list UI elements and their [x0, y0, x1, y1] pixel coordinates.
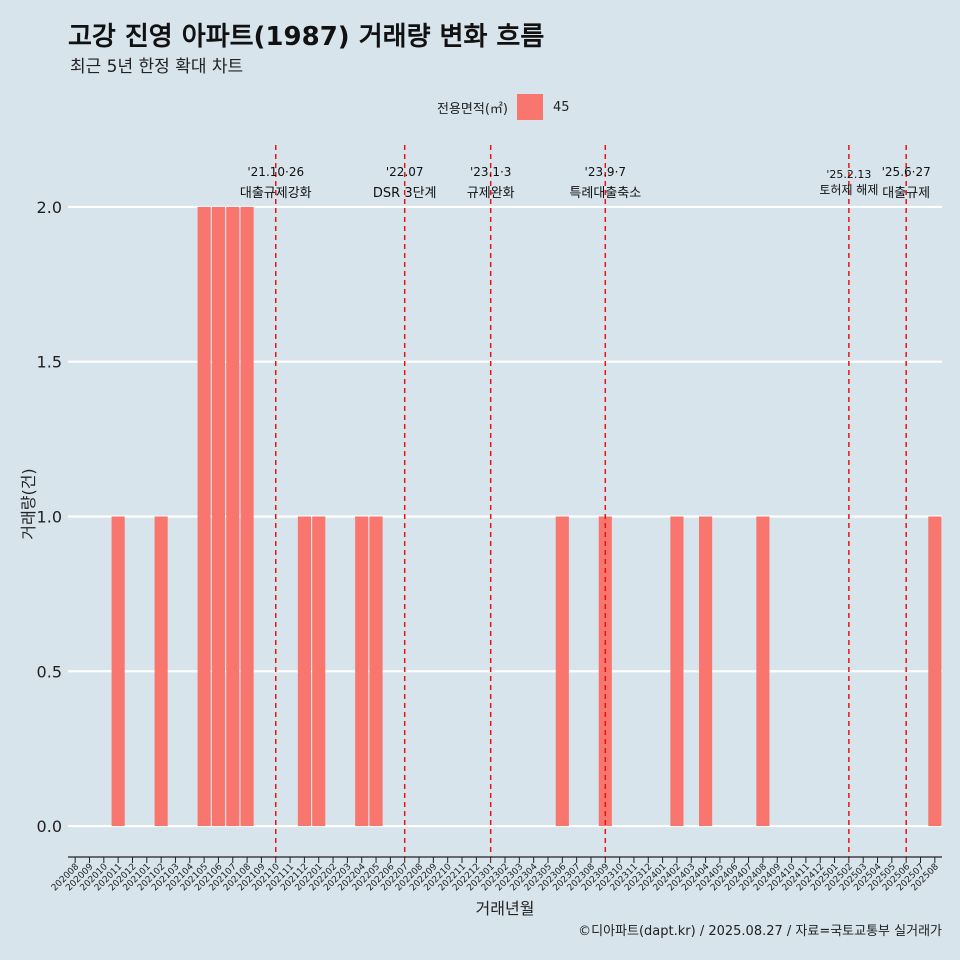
legend-label: 45 — [552, 99, 570, 115]
bar — [211, 206, 226, 827]
event-label: DSR 3단계 — [373, 186, 437, 201]
bar — [154, 516, 168, 827]
bar — [699, 516, 713, 827]
bar — [312, 516, 326, 827]
source-caption: ©디아파트(dapt.kr) / 2025.08.27 / 자료=국토교통부 실… — [578, 924, 942, 939]
bar — [197, 206, 211, 827]
chart-title: 고강 진영 아파트(1987) 거래량 변화 흐름 — [68, 22, 545, 52]
event-label: 특례대출축소 — [569, 186, 641, 201]
bar — [670, 516, 684, 827]
bar — [355, 516, 369, 827]
x-axis-title: 거래년월 — [476, 899, 535, 918]
event-label: 토허제 해제 — [819, 183, 878, 197]
event-date-label: '23.1·3 — [470, 165, 511, 179]
chart-subtitle: 최근 5년 한정 확대 차트 — [70, 57, 244, 77]
y-axis-title: 거래량(건) — [19, 468, 38, 539]
legend: 전용면적(㎡) 45 — [437, 94, 570, 120]
y-tick-label: 0.0 — [37, 817, 62, 836]
event-date-label: '21.10·26 — [247, 165, 304, 179]
y-tick-label: 1.5 — [37, 353, 62, 372]
event-date-label: '25.2.13 — [826, 168, 871, 181]
bar — [297, 516, 311, 827]
event-label: 대출규제 — [882, 186, 930, 201]
event-label: 규제완화 — [467, 186, 515, 201]
bar — [226, 206, 240, 827]
event-date-label: '25.6·27 — [882, 165, 931, 179]
y-tick-label: 2.0 — [37, 198, 62, 217]
event-date-label: '23.9·7 — [585, 165, 626, 179]
bar — [555, 516, 569, 827]
legend-swatch — [516, 94, 543, 120]
y-tick-label: 0.5 — [37, 662, 62, 681]
y-tick-label: 1.0 — [37, 507, 62, 526]
event-label: 대출규제강화 — [240, 186, 312, 201]
bar — [928, 516, 942, 827]
bar — [756, 516, 770, 827]
bar — [111, 516, 125, 827]
bar — [240, 206, 254, 827]
bar — [369, 516, 383, 827]
event-date-label: '22.07 — [386, 165, 424, 179]
legend-title: 전용면적(㎡) — [437, 101, 508, 117]
